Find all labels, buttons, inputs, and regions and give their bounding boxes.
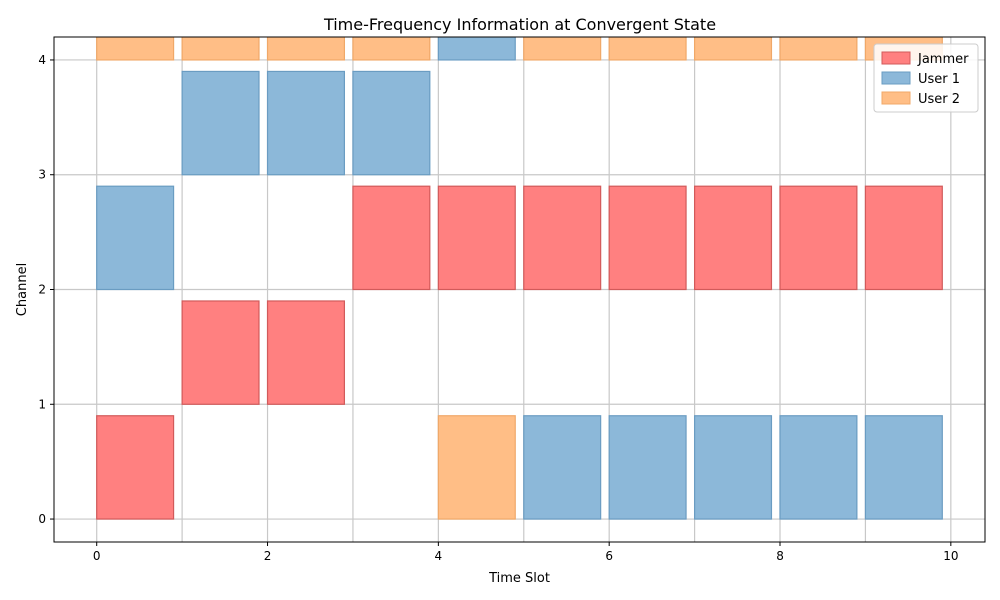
legend-swatch-user-2 [881, 91, 911, 105]
bar-user-2 [693, 37, 773, 61]
x-tick-label: 6 [605, 549, 613, 563]
bar-jammer [864, 185, 943, 291]
bar-user-2 [523, 37, 602, 61]
legend-label-user-2: User 2 [918, 92, 960, 107]
y-tick-label: 0 [38, 512, 46, 526]
bar-jammer [437, 185, 516, 291]
x-tick-label: 2 [264, 549, 272, 563]
bar-jammer [266, 300, 346, 405]
legend-label-user-1: User 1 [918, 72, 960, 87]
bar-user-1 [437, 37, 516, 61]
bar-jammer [779, 185, 858, 291]
bar-user-2 [437, 415, 516, 520]
bar-user-2 [181, 37, 260, 61]
legend-swatch-jammer [881, 51, 911, 65]
bar-jammer [352, 185, 431, 291]
bar-user-2 [96, 37, 175, 61]
legend-swatch-user-1 [881, 71, 911, 85]
bar-user-2 [266, 37, 346, 61]
bar-user-2 [608, 37, 687, 61]
bar-user-1 [693, 415, 773, 520]
bar-jammer [181, 300, 260, 405]
bar-jammer [693, 185, 773, 291]
y-tick-label: 1 [38, 397, 46, 411]
bar-user-1 [181, 70, 260, 176]
y-tick-label: 3 [38, 168, 46, 182]
bar-user-1 [523, 415, 602, 520]
y-tick-label: 4 [38, 53, 46, 67]
bar-user-2 [779, 37, 858, 61]
bar-user-2 [352, 37, 431, 61]
x-tick-label: 8 [776, 549, 784, 563]
bar-jammer [608, 185, 687, 291]
bar-user-1 [352, 70, 431, 176]
bar-user-1 [779, 415, 858, 520]
axis-ticks: 0 2 4 6 8 10 0 1 2 3 4 [38, 53, 958, 563]
bars [96, 37, 943, 520]
x-tick-label: 0 [93, 549, 101, 563]
bar-user-1 [266, 70, 346, 176]
chart-title: Time-Frequency Information at Convergent… [323, 15, 716, 34]
y-tick-label: 2 [38, 283, 46, 297]
bar-user-1 [864, 415, 943, 520]
legend: Jammer User 1 User 2 [873, 43, 979, 113]
bar-jammer [523, 185, 602, 291]
x-tick-label: 4 [435, 549, 443, 563]
x-tick-label: 10 [943, 549, 958, 563]
legend-label-jammer: Jammer [917, 52, 969, 67]
bar-user-1 [96, 185, 175, 291]
x-axis-label: Time Slot [488, 571, 550, 586]
bar-user-1 [608, 415, 687, 520]
y-axis-label: Channel [15, 263, 30, 316]
bar-jammer [96, 415, 175, 520]
